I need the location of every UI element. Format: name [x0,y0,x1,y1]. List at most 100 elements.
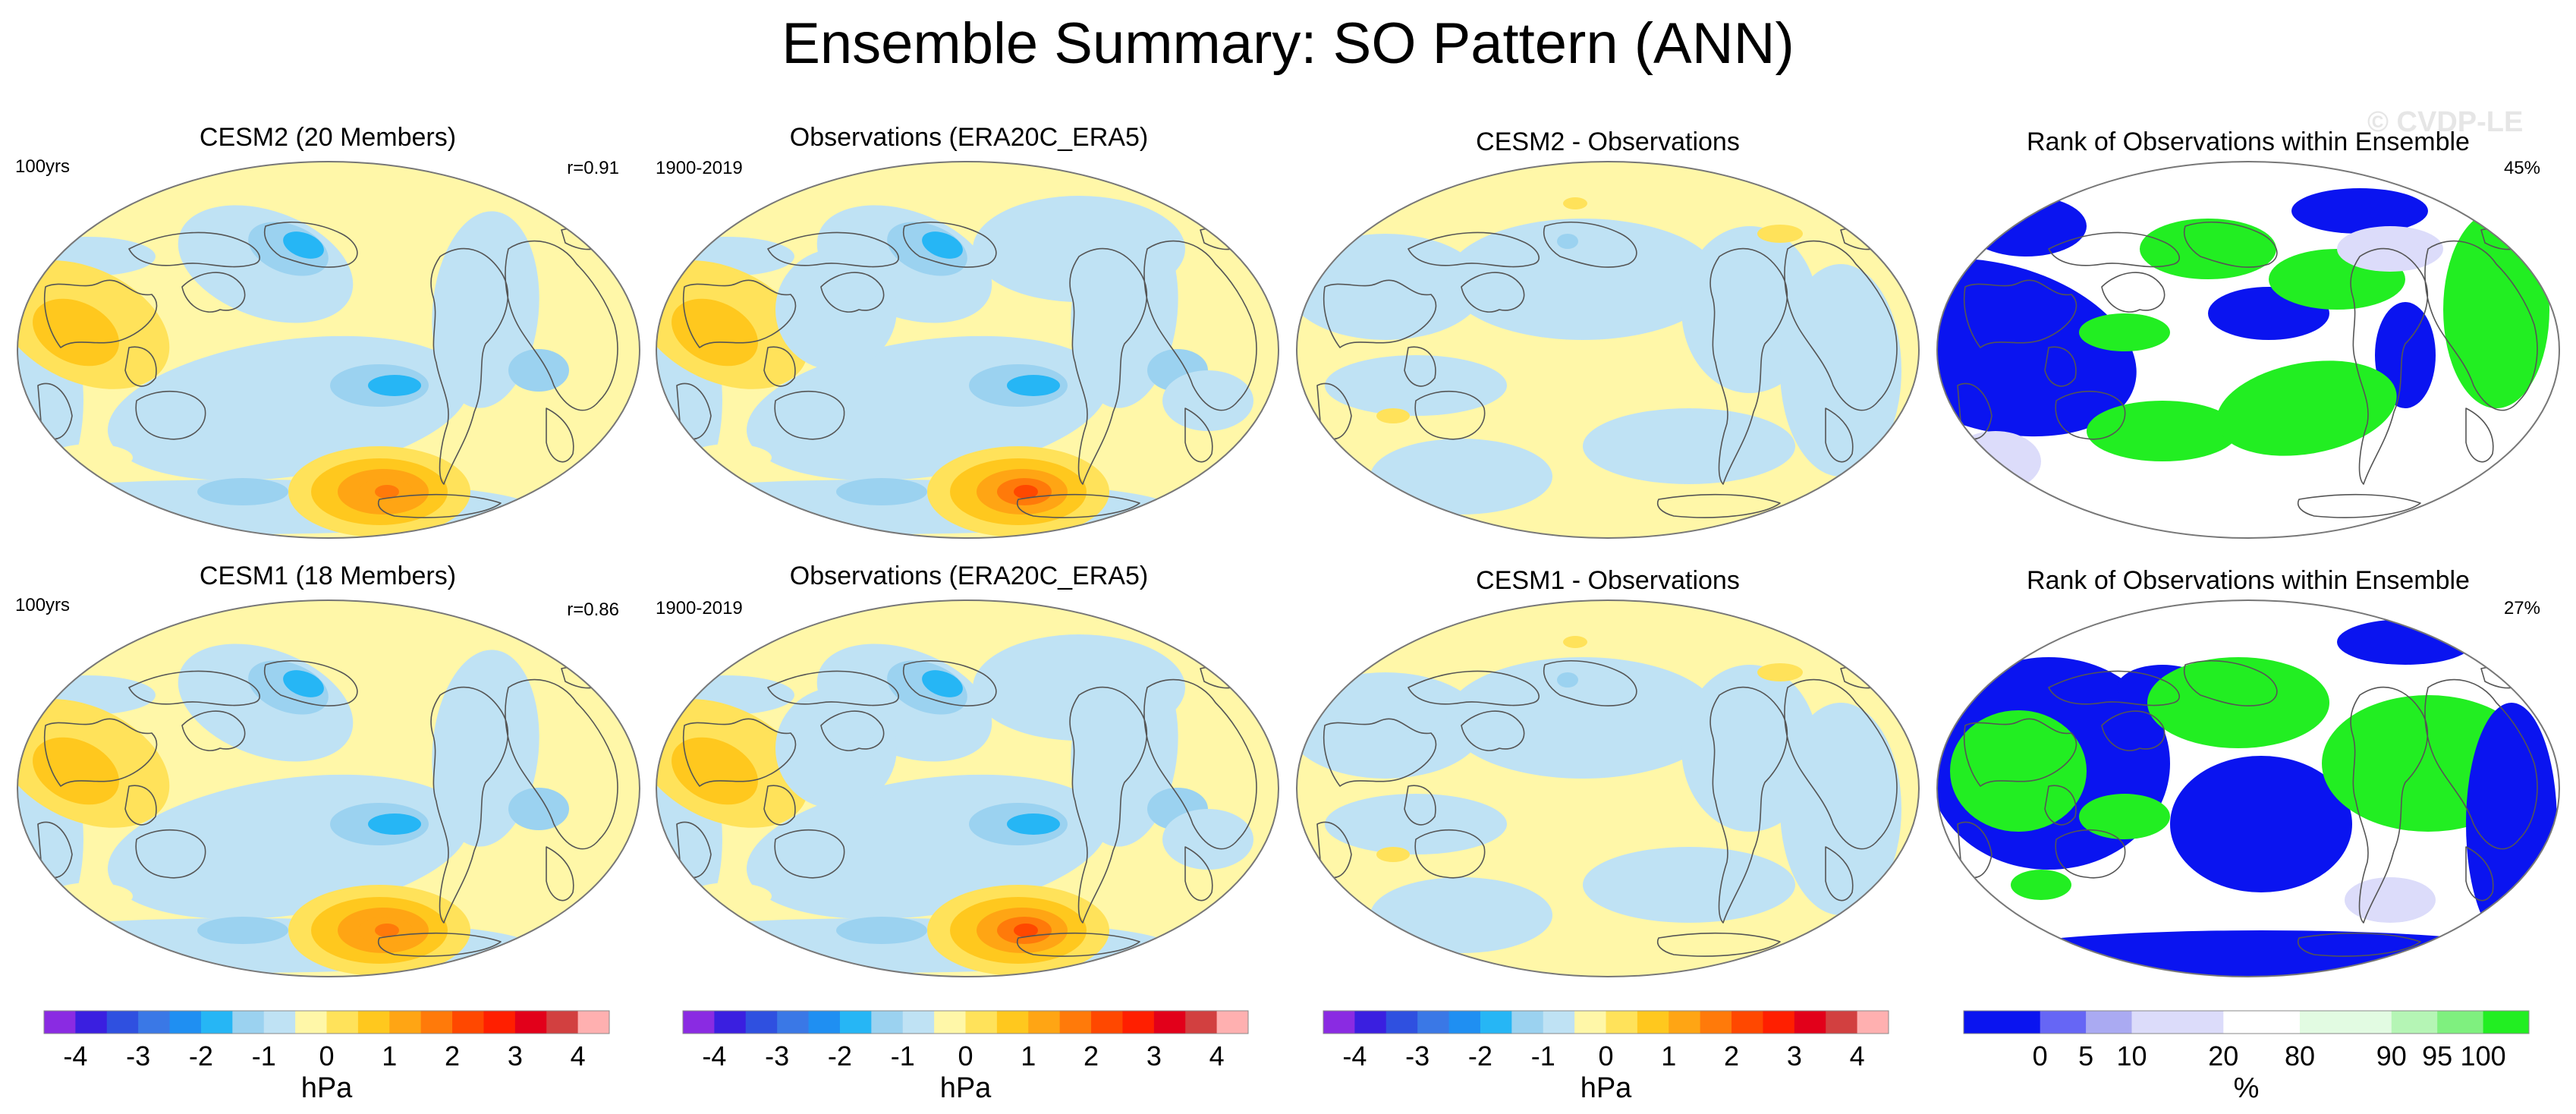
coastline-map-r1c3-11 [1657,493,1781,518]
coastline-map-r1c1-7 [505,240,618,411]
map-region-map-r2c2-19 [1014,924,1038,937]
cbar-2-tick-7: 3 [1146,1040,1162,1072]
cbar-1-tick-3: -1 [252,1040,276,1072]
cbar-3-tick-3: -1 [1531,1040,1555,1072]
coastlines-map-r1c2 [676,222,1257,518]
map-region-map-r1c4-5 [2291,188,2428,234]
cbar-3-unit: hPa [1581,1072,1632,1104]
map-region-map-r2c4-10 [2345,877,2436,923]
cbar-1-swatch-5 [200,1011,233,1034]
cbar-2-swatch-10 [996,1011,1029,1034]
map-region-map-r1c1-7 [368,375,421,396]
map-region-map-r2c3-7 [1563,636,1587,648]
map-region-map-r1c3-1 [1446,219,1719,340]
coastline-map-r2c4-6 [2350,686,2428,924]
cbar-1-tick-6: 2 [445,1040,460,1072]
cbar-3-swatch-6 [1511,1011,1544,1034]
map-region-map-r2c2-22 [1162,809,1253,870]
coastline-map-r2c2-2 [763,785,796,826]
cbar-1-swatch-14 [483,1011,516,1034]
cbar-3-swatch-13 [1731,1011,1763,1034]
map-region-map-r1c1-14 [49,444,133,471]
coastline-map-r1c4-4 [2048,231,2180,268]
map-outline-map-r1c4 [1936,161,2560,539]
panel-title-r1c2: Observations (ERA20C_ERA5) [789,123,1149,152]
coastline-map-r1c2-6 [1069,247,1147,485]
coastline-map-r1c4-0 [1963,279,2077,348]
map-region-map-r1c1-8 [432,211,539,408]
coastline-map-r1c4-11 [2298,493,2421,518]
map-outline-map-r1c1 [17,161,640,539]
cbar-3-swatch-15 [1794,1011,1826,1034]
cbar-2-tick-5: 1 [1021,1040,1036,1072]
map-r2c1 [17,599,640,977]
coastline-map-r2c2-3 [820,710,885,751]
cbar-2-swatch-14 [1122,1011,1155,1034]
coastline-map-r1c3-0 [1323,279,1437,348]
cbar-2-tick-8: 4 [1209,1040,1225,1072]
coastline-map-r1c1-2 [124,346,157,387]
cbar-3-swatch-3 [1417,1011,1450,1034]
cbar-2-tick-3: -1 [891,1040,915,1072]
cbar-2-swatch-1 [714,1011,747,1034]
coastline-map-r2c1-6 [430,686,508,924]
cbar-4-unit: % [2234,1072,2260,1104]
map-region-map-r1c1-4 [283,231,324,259]
cbar-1-swatch-15 [514,1011,547,1034]
map-region-map-r1c2-7 [1007,375,1060,396]
map-region-map-r2c2-20 [973,634,1185,741]
coastline-map-r2c4-2 [2044,785,2077,826]
panel-corr-r2c1: r=0.86 [567,599,619,620]
map-region-map-r2c2-14 [688,883,772,910]
cbar-3-swatch-8 [1574,1011,1606,1034]
cbar-4-swatch-0 [1964,1011,2041,1034]
map-region-map-r1c4-0 [1937,258,2137,437]
coastline-map-r2c3-6 [1709,686,1788,924]
coastline-map-r1c4-5 [2055,390,2126,440]
panel-period-r2c2: 1900-2019 [656,598,743,618]
map-region-map-r1c2-11 [836,478,927,505]
cbar-4-tick-1: 5 [2078,1040,2093,1072]
cbar-3-tick-0: -4 [1342,1040,1367,1072]
cbar-1-tick-2: -2 [189,1040,213,1072]
map-region-map-r2c3-3 [1780,703,1901,915]
map-outline-map-r1c2 [656,161,1279,539]
cbar-4-swatch-3 [2131,1011,2224,1034]
map-outline-map-r2c2 [656,599,1279,977]
map-region-map-r1c3-9 [1376,408,1410,423]
cbar-2-swatch-17 [1216,1011,1249,1034]
map-region-map-r2c4-6 [2466,703,2557,946]
panel-title-r1c1: CESM2 (20 Members) [199,123,457,152]
cbar-3-tick-8: 4 [1850,1040,1865,1072]
map-region-map-r2c1-19 [375,924,399,937]
coastline-map-r2c4-4 [2048,670,2180,706]
map-region-map-r1c2-4 [922,231,963,259]
map-region-map-r1c3-5 [1370,439,1552,515]
coastline-map-r2c2-9 [903,660,997,706]
map-region-map-r2c2-4 [922,670,963,697]
coastline-map-r2c1-9 [264,660,358,706]
panel-pct-r2c4: 27% [2503,598,2540,618]
cbar-4-swatch-6 [2391,1011,2438,1034]
watermark: © CVDP-LE [2367,106,2524,138]
map-region-map-r2c1-14 [49,883,133,910]
cbar-1-swatch-13 [452,1011,484,1034]
cbar-3-swatch-9 [1606,1011,1638,1034]
panel-period-r2c1: 100yrs [15,595,71,615]
coastline-map-r1c3-7 [1784,240,1898,411]
coastline-map-r1c3-6 [1709,247,1788,485]
cbar-3-tick-1: -3 [1405,1040,1430,1072]
cbar-1-frame [43,1010,610,1034]
map-region-map-r2c3-5 [1370,877,1552,953]
panel-pct-r1c4: 45% [2503,158,2540,178]
cbar-4-tick-5: 90 [2376,1040,2407,1072]
cbar-2-swatch-7 [902,1011,935,1034]
coastline-map-r1c4-2 [2044,346,2077,387]
map-region-map-r1c1-11 [197,478,288,505]
map-region-map-r1c1-9 [508,349,569,392]
coastline-map-r2c4-3 [2101,710,2166,751]
coastline-map-r2c4-8 [2465,846,2494,902]
coastline-map-r1c2-7 [1143,240,1257,411]
cbar-4-tick-6: 95 [2422,1040,2452,1072]
coastline-map-r2c1-11 [378,932,502,957]
